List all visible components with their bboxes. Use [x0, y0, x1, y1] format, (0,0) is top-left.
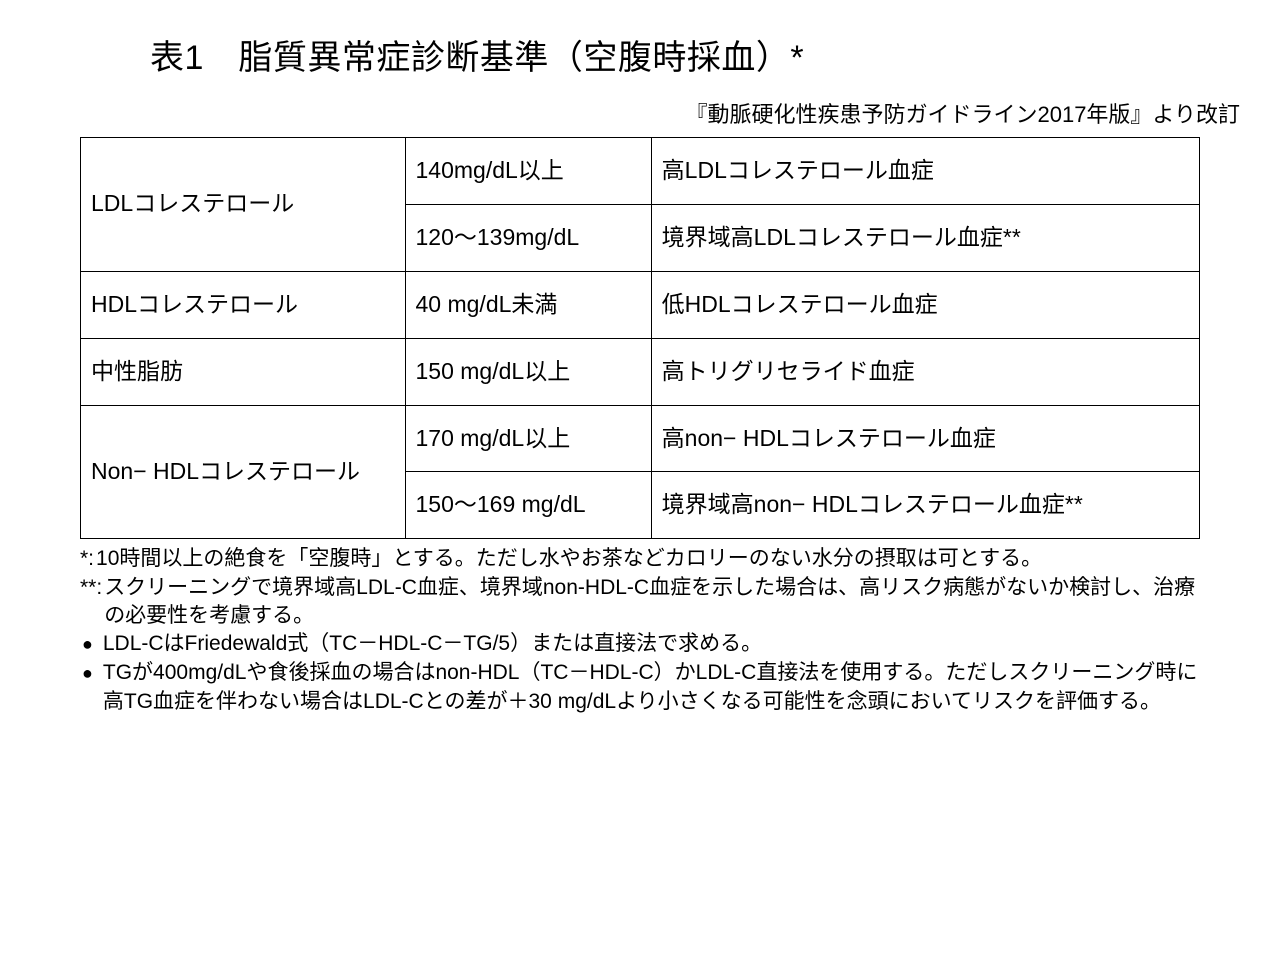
diagnosis-cell: 境界域高LDLコレステロール血症**	[651, 204, 1199, 271]
footnote-text: スクリーニングで境界域高LDL-C血症、境界域non-HDL-C血症を示した場合…	[104, 574, 1200, 631]
threshold-cell: 120～139mg/dL	[405, 204, 651, 271]
diagnosis-cell: 高LDLコレステロール血症	[651, 138, 1199, 205]
diagnosis-cell: 低HDLコレステロール血症	[651, 271, 1199, 338]
table-row: Non− HDLコレステロール 170 mg/dL以上 高non− HDLコレス…	[81, 405, 1200, 472]
diagnosis-cell: 境界域高non− HDLコレステロール血症**	[651, 472, 1199, 539]
footnote-star1: *: 10時間以上の絶食を「空腹時」とする。ただし水やお茶などカロリーのない水分…	[80, 545, 1200, 573]
param-cell: LDLコレステロール	[81, 138, 406, 272]
threshold-cell: 140mg/dL以上	[405, 138, 651, 205]
table-subtitle: 『動脈硬化性疾患予防ガイドライン2017年版』より改訂	[80, 97, 1240, 129]
footnote-star2: **: スクリーニングで境界域高LDL-C血症、境界域non-HDL-C血症を示…	[80, 574, 1200, 631]
diagnosis-cell: 高non− HDLコレステロール血症	[651, 405, 1199, 472]
threshold-cell: 170 mg/dL以上	[405, 405, 651, 472]
threshold-cell: 150 mg/dL以上	[405, 338, 651, 405]
footnote-marker: *:	[80, 545, 94, 573]
criteria-table: LDLコレステロール 140mg/dL以上 高LDLコレステロール血症 120～…	[80, 137, 1200, 539]
diagnosis-cell: 高トリグリセライド血症	[651, 338, 1199, 405]
table-row: HDLコレステロール 40 mg/dL未満 低HDLコレステロール血症	[81, 271, 1200, 338]
table-title: 表1 脂質異常症診断基準（空腹時採血）*	[150, 30, 1200, 79]
table-row: LDLコレステロール 140mg/dL以上 高LDLコレステロール血症	[81, 138, 1200, 205]
bullet-icon: ●	[82, 659, 93, 688]
bullet-icon: ●	[82, 630, 93, 659]
param-cell: Non− HDLコレステロール	[81, 405, 406, 539]
threshold-cell: 150～169 mg/dL	[405, 472, 651, 539]
footnote-text: TGが400mg/dLや食後採血の場合はnon-HDL（TC－HDL-C）かLD…	[103, 659, 1200, 716]
threshold-cell: 40 mg/dL未満	[405, 271, 651, 338]
footnote-bullet1: ● LDL-CはFriedewald式（TC－HDL-C－TG/5）または直接法…	[80, 630, 1200, 659]
footnote-bullet2: ● TGが400mg/dLや食後採血の場合はnon-HDL（TC－HDL-C）か…	[80, 659, 1200, 716]
footnotes: *: 10時間以上の絶食を「空腹時」とする。ただし水やお茶などカロリーのない水分…	[80, 545, 1200, 716]
footnote-text: LDL-CはFriedewald式（TC－HDL-C－TG/5）または直接法で求…	[103, 630, 1200, 658]
param-cell: HDLコレステロール	[81, 271, 406, 338]
param-cell: 中性脂肪	[81, 338, 406, 405]
footnote-text: 10時間以上の絶食を「空腹時」とする。ただし水やお茶などカロリーのない水分の摂取…	[96, 545, 1200, 573]
table-row: 中性脂肪 150 mg/dL以上 高トリグリセライド血症	[81, 338, 1200, 405]
footnote-marker: **:	[80, 574, 102, 602]
